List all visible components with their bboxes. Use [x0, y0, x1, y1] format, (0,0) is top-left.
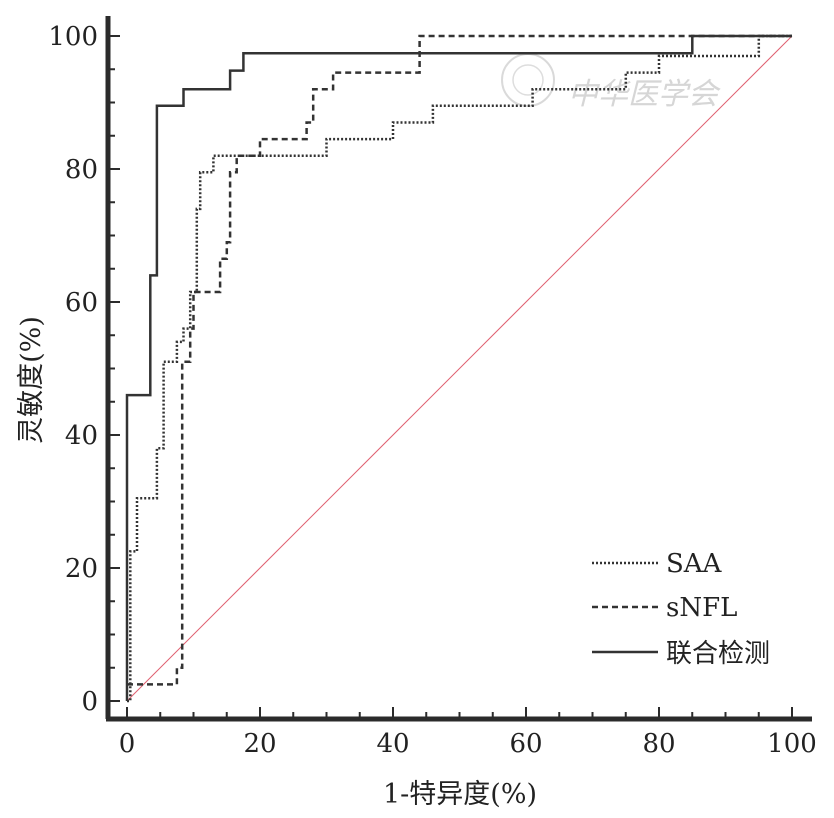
series-line-0: [127, 34, 792, 703]
legend-label-snfl: sNFL: [666, 593, 737, 623]
y-axis-title: 灵敏度(%): [16, 316, 47, 444]
legend-label-saa: SAA: [666, 549, 723, 579]
y-tick-label: 80: [65, 155, 98, 185]
legend-label-combined: 联合检测: [666, 639, 770, 669]
watermark-text: 中华医学会: [568, 77, 721, 112]
ticks-layer: 0 20 40 60 80 100 0 20 40 60 80 100: [48, 22, 816, 759]
x-tick-label: 0: [119, 729, 136, 759]
legend: SAA sNFL 联合检测: [592, 549, 770, 669]
y-tick-label: 0: [81, 687, 98, 717]
y-tick-label: 100: [48, 22, 98, 52]
series-layer: [125, 34, 792, 703]
x-tick-label: 20: [243, 729, 276, 759]
y-tick-label: 60: [65, 288, 98, 318]
x-tick-label: 60: [509, 729, 542, 759]
x-tick-label: 100: [767, 729, 817, 759]
watermark: 中华医学会: [501, 53, 721, 112]
x-axis-title: 1-特异度(%): [383, 779, 537, 810]
series-line-1: [127, 34, 792, 686]
y-tick-label: 40: [65, 421, 98, 451]
x-tick-label: 80: [642, 729, 675, 759]
y-tick-label: 20: [65, 554, 98, 584]
reference-diagonal-line: [126, 35, 793, 702]
watermark-seal-icon: [501, 53, 555, 107]
series-line-2: [125, 34, 792, 701]
watermark-seal-inner: [512, 64, 544, 96]
x-tick-label: 40: [376, 729, 409, 759]
